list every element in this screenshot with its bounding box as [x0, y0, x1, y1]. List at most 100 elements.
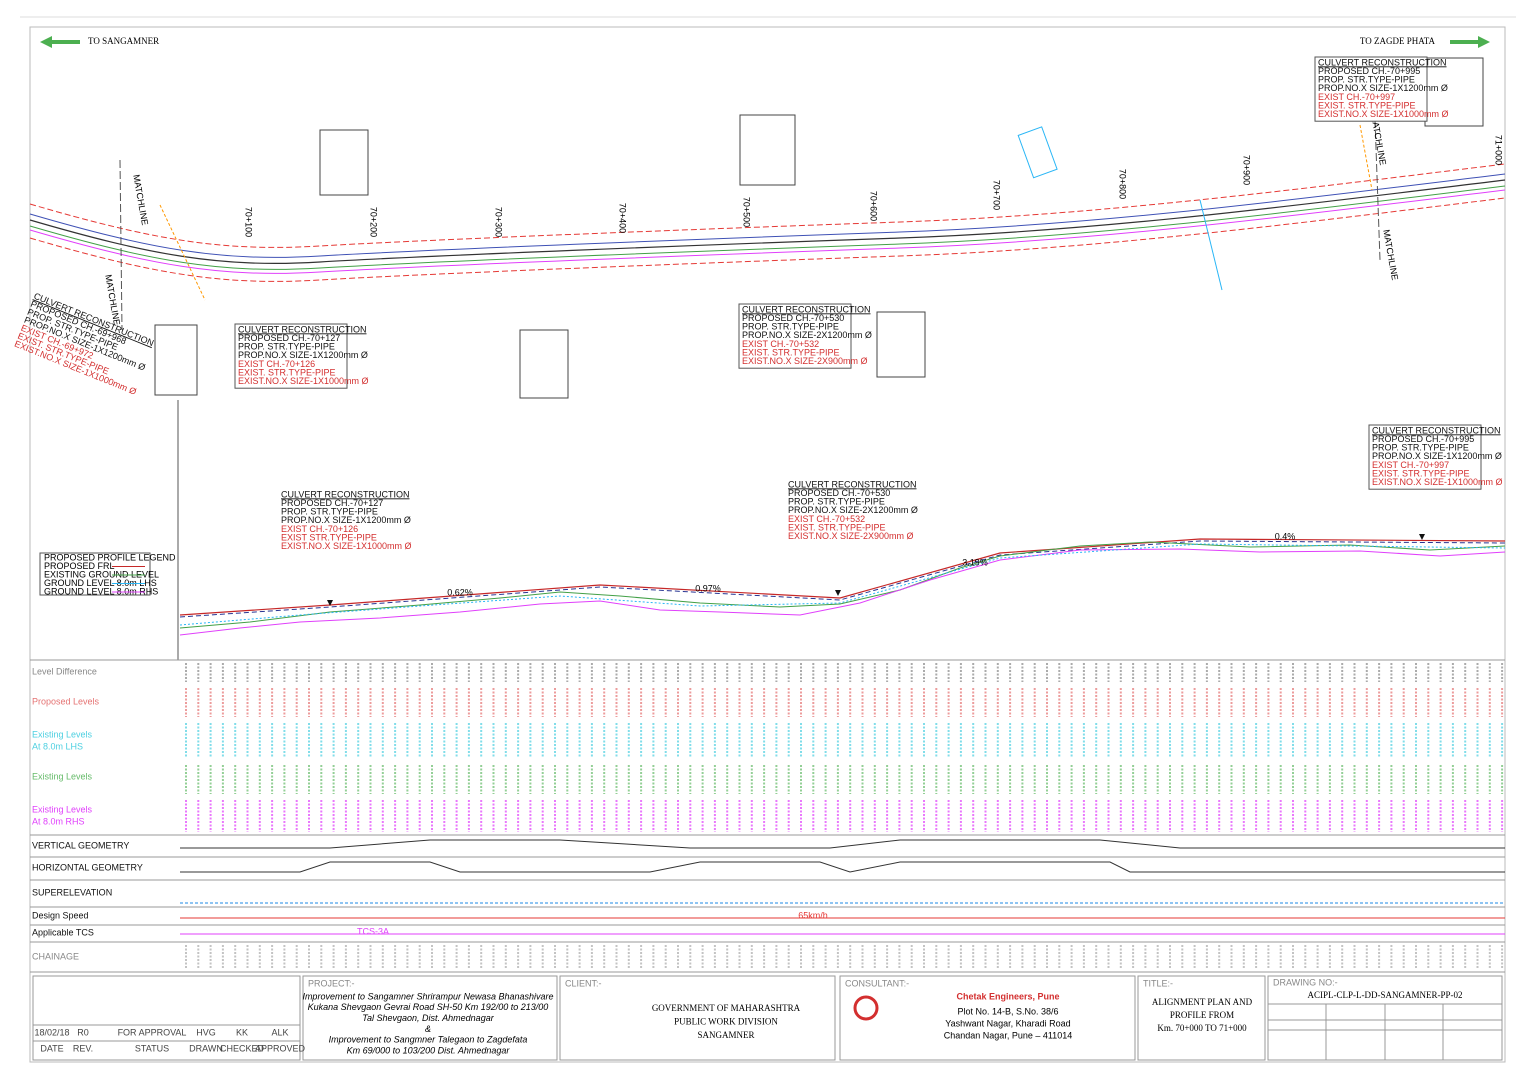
culvert-line: PROP. STR.TYPE-PIPE [788, 497, 885, 507]
structure [1017, 126, 1058, 179]
culvert-line: PROP. STR.TYPE-PIPE [238, 342, 335, 352]
profile-table [30, 659, 1505, 973]
row-label: Existing Levels [32, 771, 93, 781]
culvert-line: PROP. STR.TYPE-PIPE [1318, 75, 1415, 85]
existing-profile [179, 548, 1506, 636]
culvert-line: EXIST CH.-70+997 [1318, 92, 1395, 102]
culvert-marker [327, 600, 333, 606]
row-edge [29, 163, 1506, 248]
vertical-geometry-line [180, 839, 1505, 849]
culvert-line: EXIST.NO.X SIZE-1X1000mm Ø [281, 541, 412, 551]
block-label: CLIENT:- [565, 978, 602, 988]
edge-line [29, 173, 1506, 258]
matchline-label: MATCHLINE [131, 174, 150, 226]
existing-profile [179, 543, 1506, 626]
block-label: PROJECT:- [308, 978, 355, 988]
project-line: Improvement to Sangmner Talegaon to Zagd… [329, 1035, 528, 1045]
edge-line [29, 189, 1506, 274]
chainage-mark: 70+400 [618, 203, 628, 233]
row-label: Applicable TCS [32, 927, 94, 937]
culvert-box [1368, 424, 1482, 490]
title-line: ALIGNMENT PLAN AND [1152, 997, 1253, 1007]
culvert-line: CULVERT RECONSTRUCTION [1372, 425, 1501, 435]
culvert-line: PROP. STR.TYPE-PIPE [742, 322, 839, 332]
arrow-left [40, 36, 80, 48]
block-label: TITLE:- [1143, 978, 1173, 988]
arrow-right [1450, 36, 1490, 48]
revision-header: REV. [73, 1043, 93, 1053]
curve-data-box [739, 114, 796, 186]
revision-value: HVG [196, 1027, 216, 1037]
revision-header: CHECKED [220, 1043, 265, 1053]
project-line: Kukana Shevgaon Gevrai Road SH-50 Km 192… [308, 1002, 549, 1012]
consultant-line: Plot No. 14-B, S.No. 38/6 [957, 1006, 1058, 1016]
row-label: Existing Levels [32, 804, 93, 814]
revision-value: KK [236, 1027, 248, 1037]
alignment [29, 57, 1506, 399]
drain [159, 204, 206, 301]
row-label: HORIZONTAL GEOMETRY [32, 862, 143, 872]
row-label: CHAINAGE [32, 951, 79, 961]
revision-header: DRAWN [189, 1043, 223, 1053]
culvert-line: EXIST.NO.X SIZE-1X1000mm Ø [238, 376, 369, 386]
culvert-line: PROPOSED CH.-70+995 [1372, 434, 1474, 444]
row-label: Existing Levels [32, 729, 93, 739]
direction-label: TO ZAGDE PHATA [1360, 36, 1436, 46]
culvert-line: PROPOSED CH.-70+530 [742, 313, 844, 323]
row-edge [29, 197, 1506, 282]
title-box [1137, 975, 1266, 1061]
chainage-mark: 70+100 [244, 207, 254, 237]
culvert-line: PROPOSED CH.-70+127 [281, 498, 383, 508]
client-line: SANGAMNER [697, 1030, 754, 1040]
culvert-line: PROP.NO.X SIZE-1X1200mm Ø [238, 350, 368, 360]
legend-entry: EXISTING GROUND LEVEL [44, 569, 159, 579]
grade-label: 0.97% [695, 583, 721, 593]
revision-box [32, 975, 301, 1061]
profile [39, 400, 1506, 660]
culvert-line: EXIST.NO.X SIZE-1X1000mm Ø [1318, 109, 1449, 119]
culvert-line: EXIST CH.-70+532 [742, 339, 819, 349]
culvert-line: EXIST.NO.X SIZE-1X1000mm Ø [1372, 477, 1503, 487]
consultant-line: Yashwant Nagar, Kharadi Road [945, 1018, 1070, 1028]
row-label: VERTICAL GEOMETRY [32, 840, 129, 850]
culvert-line: EXIST.NO.X SIZE-2X900mm Ø [788, 531, 914, 541]
chainage-mark: 70+900 [1242, 155, 1252, 185]
grade-label: 0.4% [1275, 531, 1296, 541]
consultant-line: Chandan Nagar, Pune – 411014 [944, 1030, 1072, 1040]
culvert-box [738, 303, 852, 369]
culvert-line: PROPOSED CH.-70+995 [1318, 66, 1420, 76]
edge-line [29, 185, 1506, 270]
culvert-line: PROP.NO.X SIZE-1X1200mm Ø [281, 515, 411, 525]
culvert-line: EXIST CH.-70+997 [1372, 460, 1449, 470]
culvert-line: CULVERT RECONSTRUCTION [238, 324, 367, 334]
grade-label: 3.19% [962, 557, 988, 567]
culvert-line: PROP. STR.TYPE-PIPE [1372, 443, 1469, 453]
culvert-box [1314, 56, 1428, 122]
culvert-line: EXIST CH.-70+126 [281, 524, 358, 534]
culvert-box [234, 323, 348, 389]
table-columns [185, 663, 1504, 969]
chainage-mark: 70+800 [1118, 169, 1128, 199]
chainage-mark: 70+200 [369, 207, 379, 237]
project-box [302, 975, 558, 1061]
block-label: CONSULTANT:- [845, 978, 909, 988]
culvert-marker [835, 590, 841, 596]
legend-entry: GROUND LEVEL 8.0m RHS [44, 586, 158, 596]
client-line: GOVERNMENT OF MAHARASHTRA [652, 1003, 801, 1013]
proposed-profile [179, 540, 1506, 618]
chainage-mark: 70+500 [742, 197, 752, 227]
culvert-marker [1419, 534, 1425, 540]
culvert-line: PROPOSED CH.-70+127 [238, 333, 340, 343]
culvert-line: EXIST. STR.TYPE-PIPE [1318, 100, 1416, 110]
revision-header: STATUS [135, 1043, 169, 1053]
revision-value: ALK [271, 1027, 288, 1037]
block-label: DRAWING NO:- [1273, 977, 1338, 987]
culvert-line: EXIST. STR.TYPE-PIPE [1372, 468, 1470, 478]
legend-box [39, 552, 151, 596]
